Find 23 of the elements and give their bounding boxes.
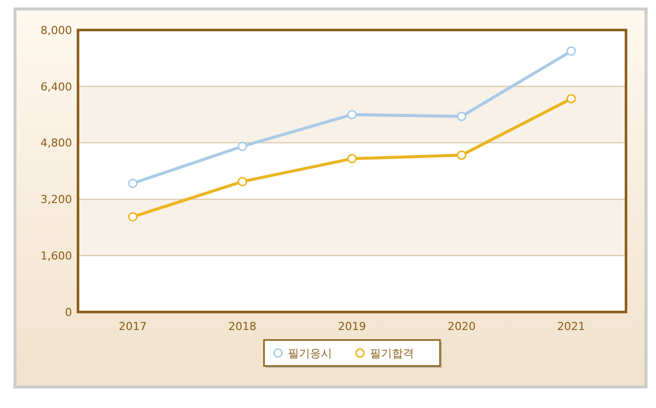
point <box>566 94 576 104</box>
y-tick-label: 3,200 <box>40 193 72 206</box>
legend-label: 필기합격 <box>370 346 414 360</box>
y-tick-label: 6,400 <box>40 80 72 94</box>
y-tick-label: 8,000 <box>40 24 72 37</box>
point <box>128 212 138 222</box>
x-tick-label: 2017 <box>118 320 147 333</box>
point <box>456 112 466 122</box>
y-tick-label: 1,600 <box>40 249 72 262</box>
x-tick-label: 2021 <box>557 320 586 333</box>
y-tick-label: 0 <box>65 306 72 319</box>
point <box>238 142 248 152</box>
point <box>347 110 357 120</box>
point <box>238 176 248 186</box>
point <box>456 150 466 160</box>
y-tick-label: 4,800 <box>40 136 72 150</box>
x-tick-label: 2019 <box>338 320 366 333</box>
point <box>128 178 138 188</box>
legend-label: 필기응시 <box>288 346 332 360</box>
point <box>566 46 576 56</box>
point <box>347 154 357 164</box>
x-tick-label: 2018 <box>228 320 256 333</box>
x-tick-label: 2020 <box>448 320 476 333</box>
